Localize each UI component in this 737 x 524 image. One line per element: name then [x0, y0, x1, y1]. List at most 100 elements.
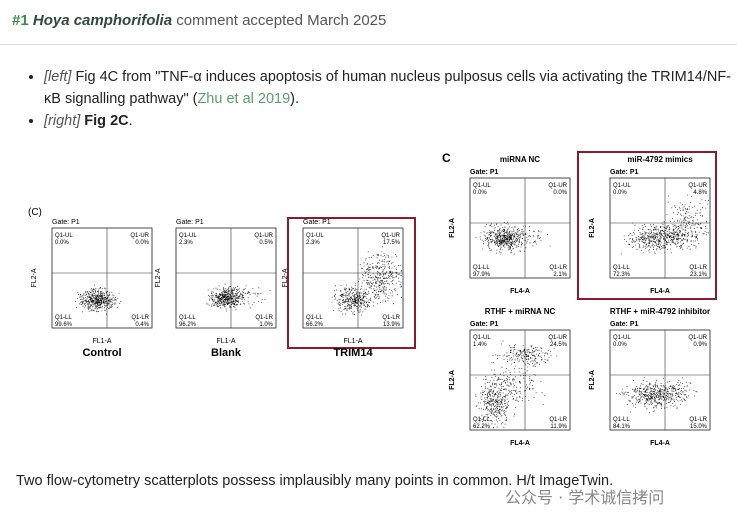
- quadrant-name: Q1-UL: [613, 183, 631, 189]
- quadrant-name: Q1-LR: [382, 315, 400, 321]
- figure-label: (C): [28, 207, 42, 218]
- quadrant-value: 62.2%: [473, 424, 491, 430]
- quadrant-name: Q1-UL: [55, 233, 73, 239]
- quadrant-value: 0.4%: [135, 322, 149, 328]
- bullet-tag: [right]: [44, 113, 81, 129]
- quadrant-value: 84.1%: [613, 424, 631, 430]
- highlight-box: [287, 217, 416, 349]
- comment-number[interactable]: #1: [12, 12, 29, 29]
- quadrant-name: Q1-LL: [473, 265, 490, 271]
- quadrant-value: 0.0%: [613, 190, 627, 196]
- bullet-tail: ).: [290, 91, 300, 107]
- header-text: comment accepted March 2025: [176, 12, 387, 29]
- quadrant-value: 13.9%: [383, 322, 401, 328]
- gate-label: Gate: P1: [303, 219, 331, 226]
- y-axis-label: FL2-A: [449, 218, 456, 238]
- quadrant-name: Q1-UL: [613, 335, 631, 341]
- plot-frame: [302, 227, 404, 329]
- plot-frame: [609, 177, 711, 279]
- plot-frame: [469, 329, 571, 431]
- gate-label: Gate: P1: [52, 219, 80, 226]
- plot-frame: [175, 227, 277, 329]
- y-axis-label: FL2-A: [282, 268, 289, 287]
- gate-label: Gate: P1: [470, 169, 499, 176]
- event-dots: [621, 194, 709, 255]
- bullet: [right] Fig 2C.: [44, 110, 734, 132]
- bullet-list: [left] Fig 4C from "TNF-α induces apopto…: [22, 66, 734, 132]
- quadrant-name: Q1-LR: [549, 265, 567, 271]
- bullet-text: Fig 4C from "TNF-α induces apoptosis of …: [44, 69, 732, 107]
- panel-caption: Control: [82, 347, 121, 359]
- comment-header: #1 Hoya camphorifolia comment accepted M…: [12, 12, 386, 29]
- quadrant-value: 2.1%: [553, 272, 567, 278]
- x-axis-label: FL1-A: [343, 338, 362, 345]
- quadrant-name: Q1-LL: [55, 315, 72, 321]
- event-dots: [331, 246, 402, 316]
- y-axis-label: FL2-A: [31, 268, 38, 287]
- panel-title: RTHF + miRNA NC: [485, 307, 556, 316]
- quadrant-name: Q1-LR: [689, 417, 707, 423]
- quadrant-value: 0.9%: [693, 342, 707, 348]
- event-dots: [206, 283, 271, 312]
- gate-label: Gate: P1: [610, 169, 639, 176]
- plot-frame: [51, 227, 153, 329]
- x-axis-label: FL1-A: [92, 338, 111, 345]
- highlight-box: [577, 151, 717, 300]
- gate-label: Gate: P1: [176, 219, 204, 226]
- panel-title: miRNA NC: [500, 155, 540, 164]
- quadrant-name: Q1-UL: [179, 233, 197, 239]
- quadrant-name: Q1-LL: [306, 315, 323, 321]
- citation-link[interactable]: Zhu et al 2019: [197, 91, 291, 107]
- quadrant-value: 0.5%: [259, 240, 273, 246]
- quadrant-name: Q1-LL: [613, 417, 630, 423]
- quadrant-name: Q1-UR: [548, 183, 567, 189]
- species-name[interactable]: Hoya camphorifolia: [32, 12, 173, 29]
- bullet-tag: [left]: [44, 69, 72, 85]
- quadrant-value: 0.0%: [553, 190, 567, 196]
- watermark: 公众号 · 学术诚信拷问: [505, 488, 665, 507]
- quadrant-value: 1.4%: [473, 342, 487, 348]
- y-axis-label: FL2-A: [449, 370, 456, 390]
- event-dots: [475, 340, 558, 429]
- quadrant-name: Q1-LR: [549, 417, 567, 423]
- x-axis-label: FL4-A: [510, 440, 530, 447]
- divider: [0, 44, 737, 45]
- quadrant-value: 0.0%: [613, 342, 627, 348]
- quadrant-name: Q1-LR: [255, 315, 273, 321]
- quadrant-value: 0.0%: [55, 240, 69, 246]
- quadrant-name: Q1-UR: [688, 335, 707, 341]
- bullet-bold: Fig 2C: [84, 113, 129, 129]
- x-axis-label: FL1-A: [216, 338, 235, 345]
- quadrant-value: 72.3%: [613, 272, 631, 278]
- quadrant-value: 24.5%: [550, 342, 568, 348]
- quadrant-value: 4.8%: [693, 190, 707, 196]
- bullet: [left] Fig 4C from "TNF-α induces apopto…: [44, 66, 734, 110]
- quadrant-name: Q1-LL: [473, 417, 490, 423]
- quadrant-value: 0.0%: [473, 190, 487, 196]
- quadrant-value: 2.3%: [179, 240, 193, 246]
- panel-caption: TRIM14: [333, 347, 373, 359]
- gate-label: Gate: P1: [610, 321, 639, 328]
- quadrant-name: Q1-LR: [689, 265, 707, 271]
- quadrant-name: Q1-UL: [473, 183, 491, 189]
- quadrant-name: Q1-UR: [254, 233, 273, 239]
- panel-title: miR-4792 mimics: [627, 155, 693, 164]
- quadrant-value: 99.6%: [55, 322, 73, 328]
- figure-label: C: [442, 151, 451, 165]
- event-dots: [475, 221, 551, 255]
- quadrant-name: Q1-LL: [179, 315, 196, 321]
- quadrant-name: Q1-UR: [548, 335, 567, 341]
- quadrant-value: 1.0%: [259, 322, 273, 328]
- x-axis-label: FL4-A: [650, 440, 670, 447]
- quadrant-value: 0.0%: [135, 240, 149, 246]
- event-dots: [616, 377, 698, 414]
- quadrant-name: Q1-UL: [306, 233, 324, 239]
- panel-title: RTHF + miR-4792 inhibitor: [610, 307, 710, 316]
- y-axis-label: FL2-A: [589, 370, 596, 390]
- quadrant-value: 96.2%: [179, 322, 197, 328]
- quadrant-name: Q1-UR: [688, 183, 707, 189]
- y-axis-label: FL2-A: [589, 218, 596, 238]
- bullet-tail: .: [128, 113, 133, 129]
- quadrant-value: 17.5%: [383, 240, 401, 246]
